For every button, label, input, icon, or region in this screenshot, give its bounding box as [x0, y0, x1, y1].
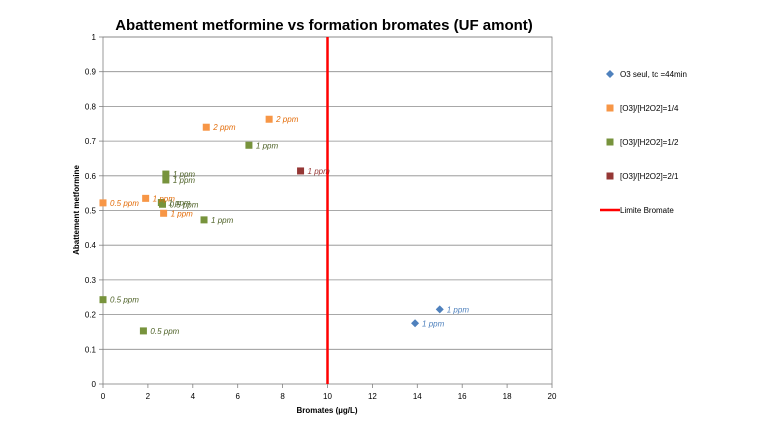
data-label: 1 ppm	[173, 176, 196, 185]
data-point-square	[297, 167, 305, 175]
data-label: 0.5 ppm	[110, 199, 139, 208]
legend-label: [O3]/[H2O2]=1/2	[620, 138, 679, 147]
legend-label: [O3]/[H2O2]=2/1	[620, 172, 679, 181]
data-point-square	[160, 209, 168, 217]
y-tick-label: 0.4	[85, 241, 97, 250]
y-tick-label: 0.3	[85, 276, 97, 285]
y-tick-label: 0.6	[85, 172, 97, 181]
x-tick-label: 2	[146, 392, 151, 401]
x-tick-label: 10	[323, 392, 332, 401]
x-tick-label: 8	[280, 392, 285, 401]
data-point-square	[158, 200, 166, 208]
x-tick-label: 20	[548, 392, 557, 401]
x-tick-label: 6	[235, 392, 240, 401]
data-label: 1 ppm	[153, 194, 176, 203]
data-label: 0.5 ppm	[110, 296, 139, 305]
data-point-square	[162, 170, 170, 178]
data-label: 1 ppm	[447, 305, 470, 314]
data-point-square	[162, 176, 170, 184]
data-label: 1 ppm	[171, 209, 194, 218]
y-axis-title: Abattement metformine	[72, 165, 81, 255]
y-tick-label: 0.8	[85, 102, 97, 111]
data-point-diamond	[411, 319, 420, 328]
data-point-diamond	[435, 305, 444, 314]
y-tick-label: 0.5	[85, 207, 97, 216]
data-label: 1 ppm	[211, 216, 234, 225]
y-tick-label: 0.2	[85, 311, 97, 320]
y-tick-label: 0.7	[85, 137, 97, 146]
y-axis-ticks: 0 0.1 0.2 0.3 0.4 0.5 0.6 0.7 0.8 0.9 1	[85, 33, 103, 389]
data-label: 1 ppm	[256, 141, 279, 150]
y-tick-label: 1	[92, 33, 97, 42]
x-tick-label: 16	[458, 392, 467, 401]
data-label: 2 ppm	[212, 123, 236, 132]
x-tick-label: 4	[191, 392, 196, 401]
y-tick-label: 0	[92, 380, 97, 389]
data-label: 1 ppm	[422, 319, 445, 328]
legend-marker-square	[606, 104, 614, 112]
legend-marker-square	[606, 172, 614, 180]
data-label: 1 ppm	[308, 167, 331, 176]
data-point-square	[142, 194, 150, 202]
data-label: 2 ppm	[275, 115, 299, 124]
legend-marker-diamond	[606, 70, 614, 78]
data-label: 0.5 ppm	[150, 327, 179, 336]
data-point-square	[200, 216, 208, 224]
legend-marker-square	[606, 138, 614, 146]
y-tick-label: 0.9	[85, 68, 97, 77]
data-point-square	[139, 327, 147, 335]
data-point-square	[265, 115, 273, 123]
x-tick-label: 0	[101, 392, 106, 401]
data-markers	[99, 115, 444, 335]
x-tick-label: 18	[503, 392, 512, 401]
chart-title: Abattement metformine vs formation broma…	[115, 17, 533, 34]
legend-label: [O3]/[H2O2]=1/4	[620, 104, 679, 113]
x-tick-label: 12	[368, 392, 377, 401]
data-point-square	[245, 141, 253, 149]
x-axis-title: Bromates (µg/L)	[296, 406, 357, 415]
data-point-square	[202, 123, 210, 131]
data-point-square	[99, 199, 107, 207]
legend-label: Limite Bromate	[620, 206, 674, 215]
data-label: 0.5 ppm	[169, 200, 198, 209]
data-point-square	[99, 296, 107, 304]
x-tick-label: 14	[413, 392, 422, 401]
y-tick-label: 0.1	[85, 345, 97, 354]
data-label: 1 ppm	[173, 170, 196, 179]
legend-label: O3 seul, tc =44min	[620, 70, 687, 79]
data-label: 1 ppm	[168, 199, 191, 208]
x-axis-ticks: 0 2 4 6 8 10 12 14 16 18 20	[101, 384, 557, 401]
legend: O3 seul, tc =44min [O3]/[H2O2]=1/4 [O3]/[H…	[600, 70, 687, 215]
